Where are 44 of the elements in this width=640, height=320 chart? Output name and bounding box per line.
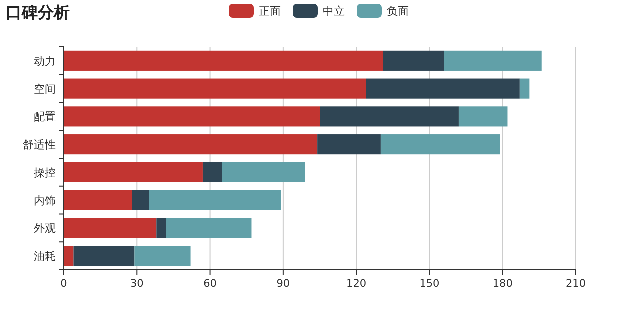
legend-label: 正面 — [259, 5, 281, 18]
y-tick-label: 舒适性 — [23, 138, 56, 152]
bar — [380, 134, 500, 155]
bar — [64, 190, 132, 210]
legend-label: 中立 — [323, 5, 345, 18]
bar — [64, 134, 318, 155]
bar — [202, 162, 222, 182]
x-tick-label: 60 — [204, 278, 217, 290]
bar — [318, 134, 381, 155]
y-tick-label: 操控 — [34, 166, 56, 180]
y-tick-label: 空间 — [34, 82, 56, 96]
bar — [458, 106, 508, 127]
bar — [132, 190, 150, 210]
bar — [64, 78, 366, 99]
bar — [64, 162, 203, 182]
bar — [156, 218, 166, 238]
y-tick-label: 配置 — [34, 110, 56, 124]
x-tick-label: 150 — [420, 278, 440, 290]
bar — [383, 50, 444, 71]
bar — [134, 246, 191, 266]
bar — [64, 106, 320, 127]
bar — [320, 106, 459, 127]
y-tick-label: 动力 — [34, 54, 56, 68]
y-tick-label: 油耗 — [34, 250, 56, 264]
x-tick-label: 180 — [492, 278, 513, 290]
x-tick-label: 90 — [276, 278, 290, 290]
bar — [74, 246, 135, 266]
y-tick-label: 内饰 — [34, 194, 56, 208]
x-tick-label: 210 — [566, 278, 586, 290]
bar — [64, 246, 74, 266]
chart-title: 口碑分析 — [6, 3, 70, 22]
legend-label: 负面 — [387, 5, 409, 18]
bar — [166, 218, 252, 238]
x-tick-label: 120 — [346, 278, 367, 290]
bar — [520, 78, 530, 99]
bar — [444, 50, 542, 71]
bar — [64, 50, 384, 71]
bar — [222, 162, 306, 182]
bar — [149, 190, 281, 210]
bar — [64, 218, 157, 238]
x-tick-label: 30 — [130, 278, 144, 290]
y-tick-label: 外观 — [34, 222, 56, 236]
x-tick-label: 0 — [60, 278, 68, 290]
bar — [366, 78, 520, 99]
